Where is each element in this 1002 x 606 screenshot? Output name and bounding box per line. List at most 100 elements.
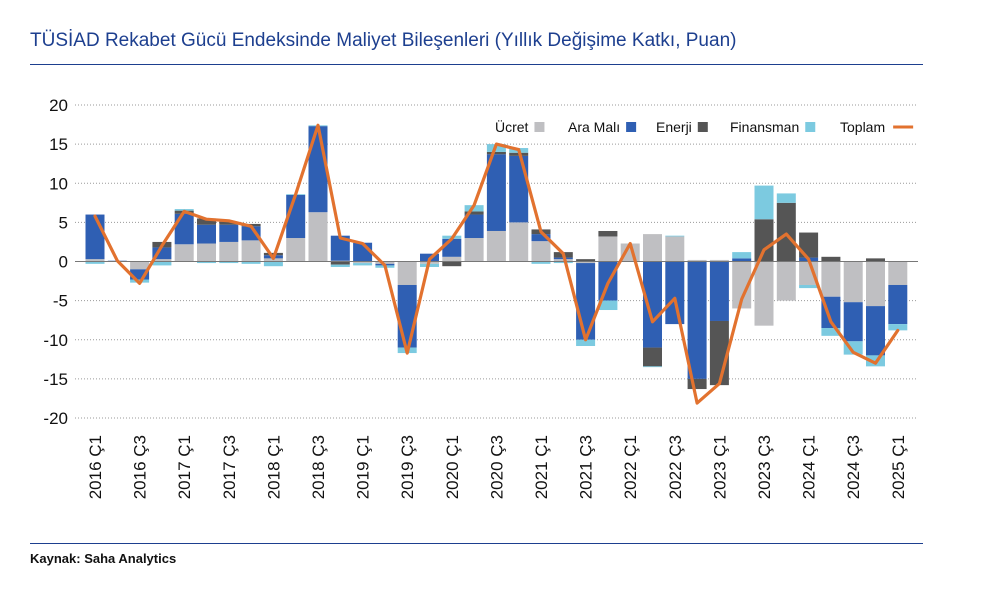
y-tick-label: 10 [49,174,68,193]
x-tick-label: 2017 Ç1 [175,435,194,499]
bar-segment-ara_mali [843,302,863,342]
total-line [93,123,900,405]
bar-segment-enerji [330,261,350,265]
bar-segment-ara_mali [174,213,194,245]
bar-segment-ara_mali [130,269,150,280]
y-tick-label: -15 [43,370,68,389]
bar-segment-ucret [174,244,194,262]
bar-segment-ara_mali [643,261,662,348]
bar-segment-ucret [85,259,105,262]
bar-segment-ara_mali [576,263,596,340]
x-tick-label: 2019 Ç3 [398,435,417,499]
bar-stacks [85,125,908,390]
bar-segment-enerji [754,219,774,262]
bar-segment-ara_mali [152,247,172,260]
legend-swatch-ara_mali [626,122,637,132]
bar-segment-ucret [709,259,729,262]
bar-segment-ara_mali [509,155,529,223]
bar-segment-ucret [241,240,261,262]
bar-segment-ucret [732,261,752,309]
bar-segment-ara_mali [464,214,484,239]
bar-segment-finansman [464,205,484,212]
bar-segment-finansman [821,328,841,336]
x-tick-label: 2021 Ç1 [532,435,551,499]
bar-segment-enerji [821,256,841,262]
x-tick-label: 2022 Ç3 [666,435,685,499]
bar-segment-finansman [330,264,350,267]
bar-segment-finansman [799,284,819,289]
bar-segment-finansman [732,252,752,259]
bar-segment-enerji [799,232,819,258]
bar-segment-enerji [866,258,885,262]
x-tick-label: 2018 Ç3 [309,435,328,499]
x-tick-label: 2021 Ç3 [577,435,596,499]
x-tick-label: 2020 Ç1 [443,435,462,499]
bar-segment-finansman [152,261,172,266]
legend-swatch-ucret [534,122,545,132]
bar-segment-ucret [486,230,506,262]
x-tick-label: 2023 Ç1 [710,435,729,499]
bar-segment-enerji [442,261,462,267]
bar-segment-ara_mali [732,258,752,262]
bar-segment-ara_mali [308,126,328,213]
bar-segment-ucret [643,234,662,262]
bar-segment-ucret [531,241,551,262]
bar-segment-finansman [665,235,685,237]
bar-segment-ucret [375,261,395,264]
bar-segment-ara_mali [442,238,462,257]
x-tick-label: 2024 Ç1 [800,435,819,499]
y-axis: 20 15 10 5 0 -5 -10 -15 -20 [43,96,68,428]
legend-label-enerji: Enerji [656,119,692,135]
bar-segment-enerji [643,347,662,367]
x-axis: 2016 Ç1 2016 Ç3 2017 Ç1 2017 Ç3 2018 Ç1 2018 … [86,435,908,499]
bar-segment-ucret [397,261,417,285]
bar-segment-ara_mali [397,284,417,348]
bar-segment-finansman [219,261,239,264]
bar-segment-enerji [486,151,506,155]
x-tick-label: 2022 Ç1 [621,435,640,499]
y-tick-label: -5 [53,292,68,311]
bar-segment-ucret [308,212,328,262]
x-tick-label: 2017 Ç3 [220,435,239,499]
bar-segment-enerji [776,202,796,262]
bar-segment-ucret [754,261,774,326]
bar-segment-ara_mali [888,284,908,325]
bar-segment-ucret [776,261,796,301]
legend-swatch-enerji [697,122,708,132]
x-tick-label: 2023 Ç3 [755,435,774,499]
bar-segment-ucret [866,261,885,307]
bar-segment-ucret [799,261,819,285]
bar-segment-finansman [598,300,618,311]
x-tick-label: 2016 Ç1 [86,435,105,499]
bar-segment-finansman [576,339,596,347]
x-tick-label: 2024 Ç3 [844,435,863,499]
bar-segment-ucret [576,261,596,264]
bar-segment-finansman [263,261,283,267]
bar-segment-ucret [286,238,306,262]
bar-segment-finansman [85,261,105,264]
bar-segment-finansman [553,261,573,264]
y-tick-label: -20 [43,409,68,428]
bar-segment-ara_mali [197,224,216,244]
bar-segment-ucret [553,259,573,262]
x-tick-label: 2018 Ç1 [264,435,283,499]
bar-segment-finansman [353,263,373,266]
bar-segment-ucret [687,259,707,262]
bar-segment-ucret [197,243,216,262]
title-rule [30,64,923,65]
legend-label-ara_mali: Ara Malı [568,119,620,135]
bar-segment-enerji [576,259,596,262]
bar-segment-ucret [152,259,172,262]
x-tick-label: 2019 Ç1 [354,435,373,499]
bar-segment-ara_mali [241,226,261,241]
y-tick-label: -10 [43,331,68,350]
bar-segment-ara_mali [866,306,885,356]
bar-segment-ucret [665,236,685,262]
bar-segment-ara_mali [709,261,729,321]
bar-segment-ucret [442,256,462,262]
bar-segment-ucret [821,261,841,297]
bar-segment-enerji [464,211,484,215]
bar-segment-ara_mali [330,235,350,261]
y-tick-label: 5 [59,213,68,232]
